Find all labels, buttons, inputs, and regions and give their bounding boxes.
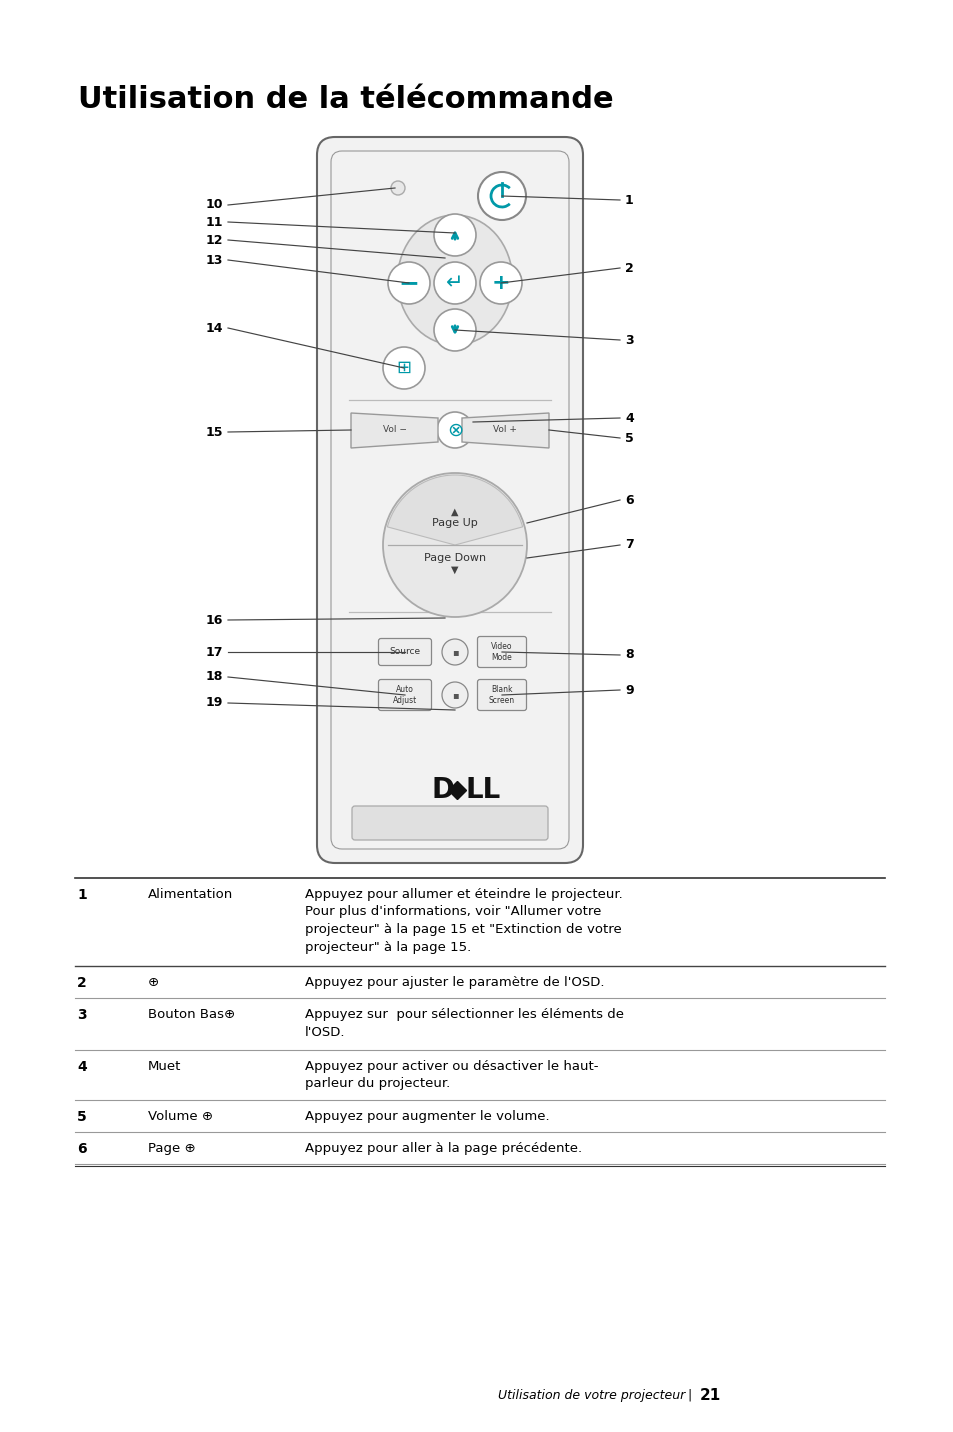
Text: 4: 4 (624, 411, 633, 424)
Text: 5: 5 (624, 431, 633, 444)
Text: 18: 18 (206, 670, 223, 683)
Circle shape (436, 412, 473, 448)
Text: LL: LL (465, 776, 500, 803)
Text: 4: 4 (77, 1060, 87, 1074)
Text: Bouton Bas⊕: Bouton Bas⊕ (148, 1008, 234, 1021)
Circle shape (388, 262, 430, 304)
Text: 12: 12 (205, 233, 223, 246)
Text: Appuyez pour aller à la page précédente.: Appuyez pour aller à la page précédente. (305, 1141, 581, 1156)
Text: 15: 15 (205, 425, 223, 438)
Polygon shape (461, 412, 548, 448)
Text: Auto
Adjust: Auto Adjust (393, 686, 416, 705)
Text: Vol +: Vol + (493, 425, 517, 434)
Text: Appuyez sur  pour sélectionner les éléments de
l'OSD.: Appuyez sur pour sélectionner les élémen… (305, 1008, 623, 1038)
Text: ▼: ▼ (451, 566, 458, 576)
Text: Page Down: Page Down (423, 553, 485, 563)
Text: Appuyez pour allumer et éteindre le projecteur.
Pour plus d'informations, voir ": Appuyez pour allumer et éteindre le proj… (305, 888, 622, 954)
Text: Appuyez pour augmenter le volume.: Appuyez pour augmenter le volume. (305, 1110, 549, 1123)
Text: 5: 5 (77, 1110, 87, 1124)
FancyBboxPatch shape (477, 636, 526, 667)
Circle shape (479, 262, 521, 304)
Polygon shape (351, 412, 437, 448)
Text: D: D (432, 776, 455, 803)
FancyBboxPatch shape (352, 806, 547, 841)
Text: 8: 8 (624, 649, 633, 662)
FancyBboxPatch shape (378, 680, 431, 710)
Text: Vol −: Vol − (383, 425, 407, 434)
Wedge shape (387, 475, 522, 546)
Circle shape (434, 213, 476, 256)
Circle shape (477, 172, 525, 221)
Text: 6: 6 (624, 494, 633, 507)
Text: Source: Source (389, 647, 420, 656)
Text: 19: 19 (206, 696, 223, 709)
Text: ▪: ▪ (451, 690, 457, 700)
Text: 11: 11 (205, 215, 223, 229)
Text: −: − (398, 271, 419, 295)
Text: 16: 16 (206, 613, 223, 627)
Circle shape (441, 682, 468, 707)
Text: ⊗: ⊗ (446, 421, 463, 440)
Circle shape (382, 473, 526, 617)
Text: 13: 13 (206, 253, 223, 266)
Text: ⊕: ⊕ (148, 977, 159, 990)
Circle shape (434, 262, 476, 304)
Text: Utilisation de la télécommande: Utilisation de la télécommande (78, 84, 613, 115)
Text: 3: 3 (77, 1008, 87, 1022)
Text: 14: 14 (205, 322, 223, 335)
Text: 6: 6 (77, 1141, 87, 1156)
FancyBboxPatch shape (316, 137, 582, 863)
Circle shape (441, 639, 468, 664)
Text: +: + (491, 274, 510, 294)
Text: ▲: ▲ (451, 507, 458, 517)
FancyBboxPatch shape (378, 639, 431, 666)
Text: Page Up: Page Up (432, 518, 477, 528)
Text: Volume ⊕: Volume ⊕ (148, 1110, 213, 1123)
Text: Video
Mode: Video Mode (491, 643, 512, 662)
Text: |: | (687, 1389, 691, 1402)
Text: 2: 2 (624, 262, 633, 275)
Circle shape (391, 180, 405, 195)
Text: Alimentation: Alimentation (148, 888, 233, 901)
Text: ▪: ▪ (451, 647, 457, 657)
Ellipse shape (397, 215, 512, 345)
Text: 3: 3 (624, 334, 633, 347)
Text: 1: 1 (624, 193, 633, 206)
Text: ⊞: ⊞ (396, 359, 411, 377)
Text: Appuyez pour activer ou désactiver le haut-
parleur du projecteur.: Appuyez pour activer ou désactiver le ha… (305, 1060, 598, 1091)
Text: Blank
Screen: Blank Screen (489, 686, 515, 705)
Text: 7: 7 (624, 538, 633, 551)
Text: ↵: ↵ (446, 274, 463, 294)
Text: 2: 2 (77, 977, 87, 990)
Text: Utilisation de votre projecteur: Utilisation de votre projecteur (497, 1389, 684, 1402)
FancyBboxPatch shape (477, 680, 526, 710)
Circle shape (434, 309, 476, 351)
Circle shape (382, 347, 424, 390)
Text: 10: 10 (205, 199, 223, 212)
Text: 21: 21 (700, 1388, 720, 1402)
Text: Page ⊕: Page ⊕ (148, 1141, 195, 1156)
Text: 1: 1 (77, 888, 87, 902)
Text: Appuyez pour ajuster le paramètre de l'OSD.: Appuyez pour ajuster le paramètre de l'O… (305, 977, 604, 990)
Text: 9: 9 (624, 683, 633, 696)
Text: Muet: Muet (148, 1060, 181, 1073)
Text: 17: 17 (205, 646, 223, 659)
